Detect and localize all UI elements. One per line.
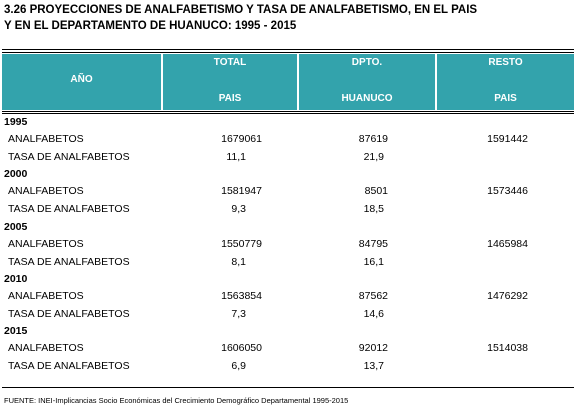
header-cell [299, 54, 435, 110]
cell: 1581947 [221, 185, 262, 198]
cell: 8,1 [231, 255, 246, 268]
rule [2, 111, 574, 112]
row-label: TASA DE ANALFABETOS [8, 307, 130, 320]
cell: 11,1 [226, 151, 246, 163]
cell: 6,9 [231, 360, 246, 373]
header-cell [437, 54, 574, 110]
year: 2005 [4, 220, 28, 233]
year: 2015 [4, 325, 28, 338]
cell: 13,7 [363, 360, 384, 373]
row-label: ANALFABETOS [8, 342, 84, 355]
cell: 87562 [358, 289, 388, 302]
cell: 1606050 [221, 342, 262, 355]
cell: 1465984 [487, 237, 528, 250]
year: 2000 [4, 168, 28, 181]
row-label: TASA DE ANALFABETOS [8, 203, 130, 216]
cell: 14,6 [363, 307, 384, 320]
cell: 9,3 [231, 203, 246, 216]
corner-header: AÑO [70, 74, 93, 85]
rule [2, 113, 574, 114]
cell: 1550779 [221, 237, 262, 250]
row-label: ANALFABETOS [8, 237, 84, 250]
year: 2010 [4, 272, 28, 285]
row-label: TASA DE ANALFABETOS [8, 151, 130, 163]
row-label: ANALFABETOS [8, 133, 84, 145]
cell: 8501 [364, 185, 388, 198]
cell: 1591442 [487, 133, 528, 145]
header-cell [2, 54, 161, 110]
cell: 1573446 [487, 185, 528, 198]
cell: 1563854 [221, 289, 262, 302]
source: FUENTE: INEI-Implicancias Socio Económic… [4, 396, 349, 405]
column-header: PAIS [218, 93, 242, 104]
cell: 1514038 [487, 342, 528, 355]
cell: 92012 [358, 342, 388, 355]
column-header: TOTAL [213, 57, 247, 68]
cell: 7,3 [231, 307, 246, 320]
rule [2, 49, 574, 50]
cell: 1679061 [221, 133, 262, 145]
row-label: ANALFABETOS [8, 185, 84, 198]
rule [2, 52, 574, 53]
cell: 84795 [358, 237, 388, 250]
column-header: HUANUCO [341, 93, 393, 104]
rule [2, 387, 574, 388]
cell: 1476292 [487, 289, 528, 302]
cell: 21,9 [363, 151, 384, 163]
row-label: ANALFABETOS [8, 289, 84, 302]
header-cell [163, 54, 297, 110]
title-line: Y EN EL DEPARTAMENTO DE HUANUCO: 1995 - … [4, 20, 297, 32]
row-label: TASA DE ANALFABETOS [8, 255, 130, 268]
column-header: RESTO [488, 57, 523, 68]
column-header: PAIS [494, 93, 517, 104]
cell: 87619 [358, 133, 388, 145]
year: 1995 [4, 116, 28, 128]
column-header: DPTO. [351, 57, 383, 68]
title-line: 3.26 PROYECCIONES DE ANALFABETISMO Y TAS… [4, 4, 478, 16]
row-label: TASA DE ANALFABETOS [8, 360, 130, 373]
cell: 18,5 [363, 203, 384, 216]
cell: 16,1 [363, 255, 384, 268]
